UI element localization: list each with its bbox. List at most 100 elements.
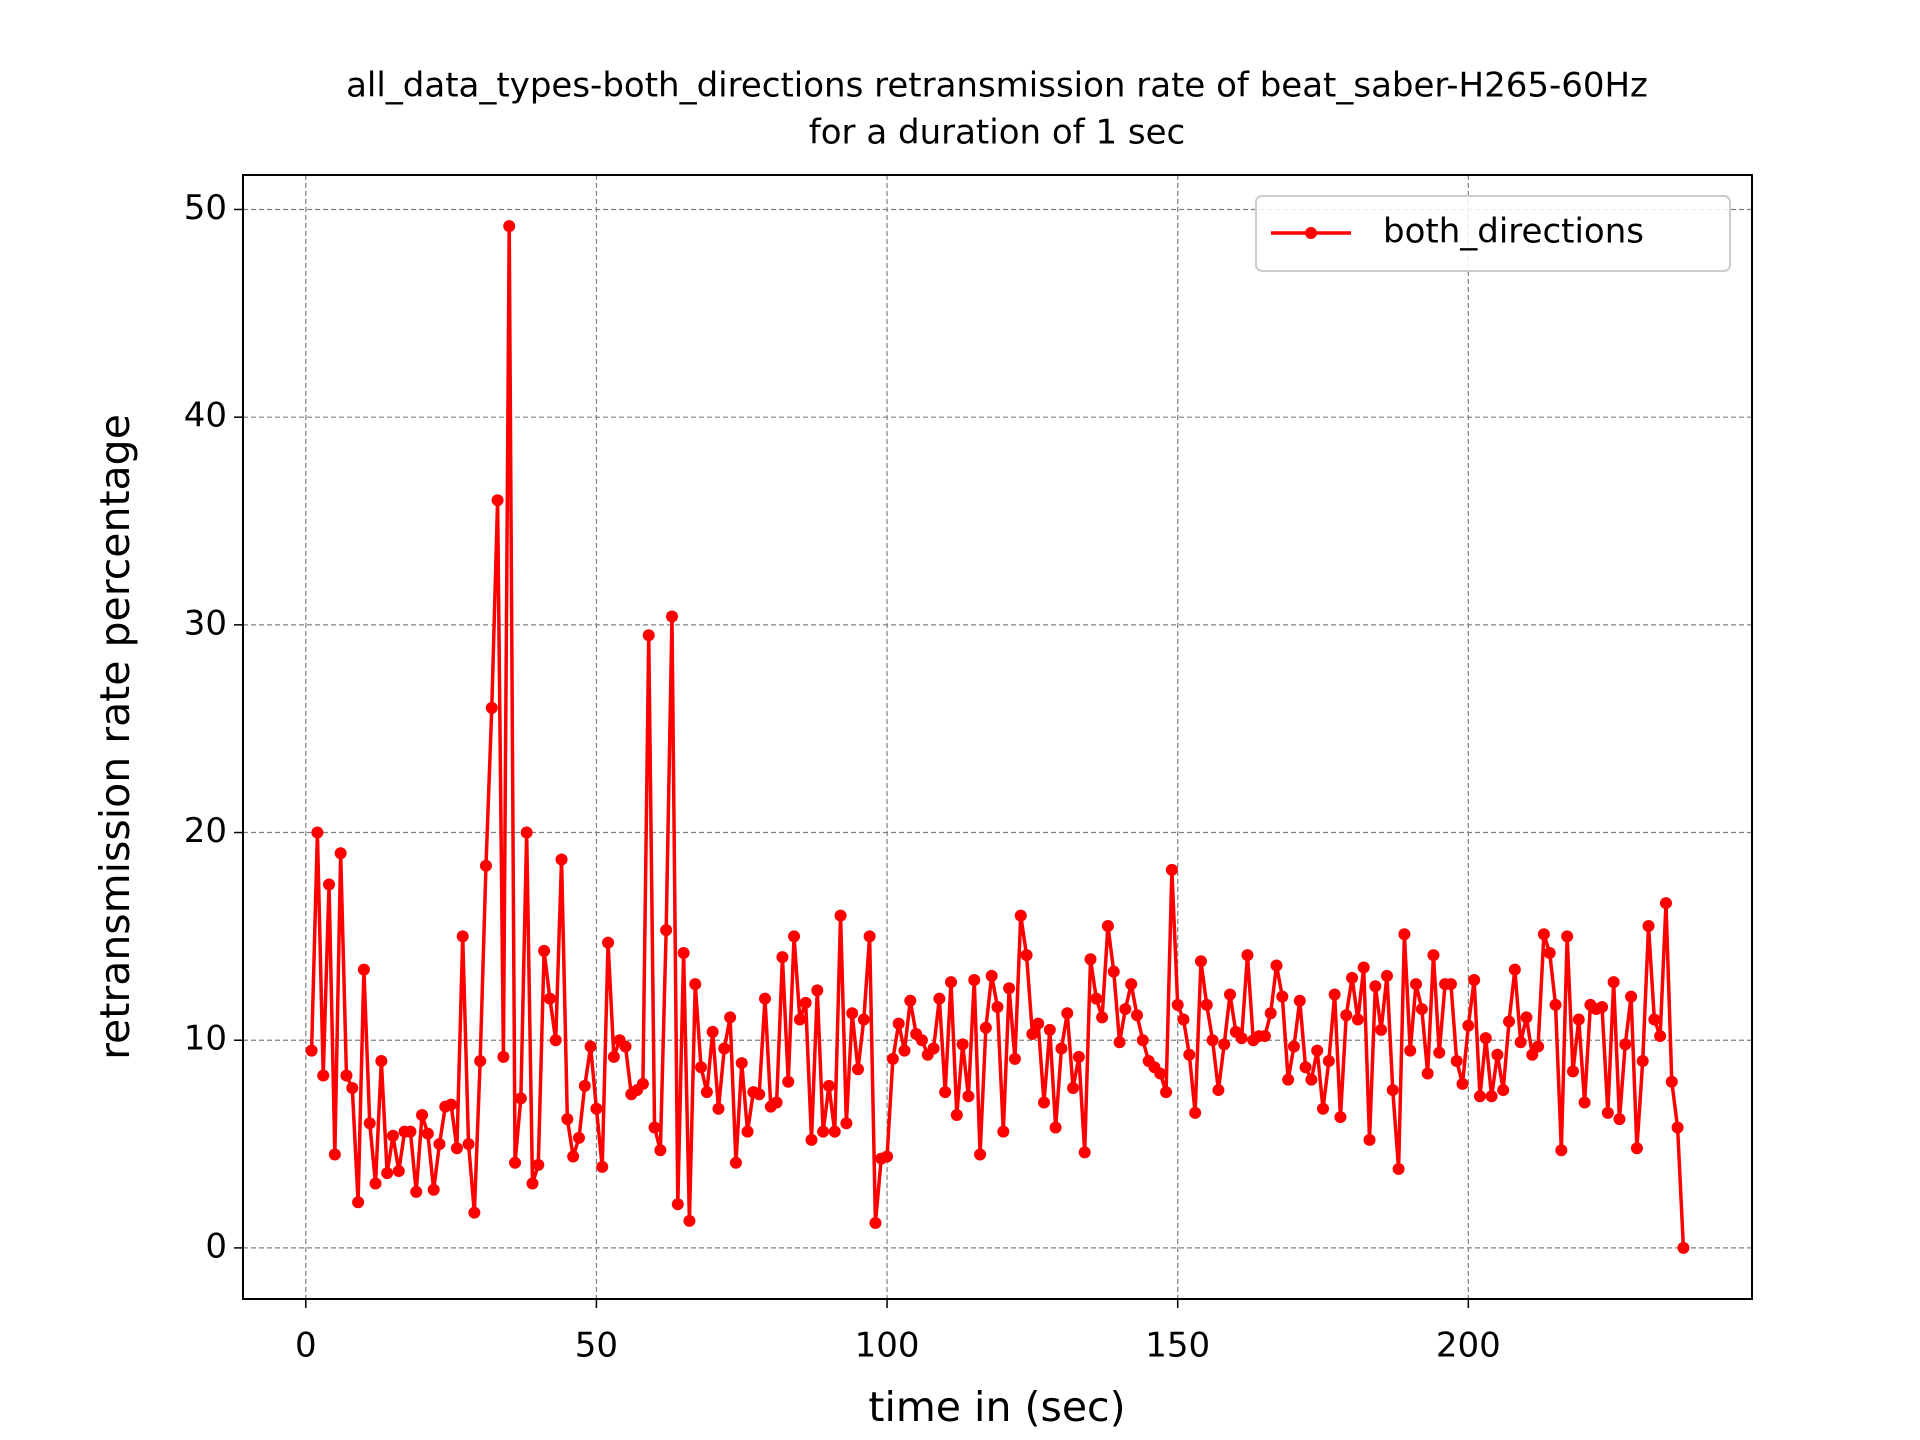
y-axis-label: retransmission rate percentage [91, 414, 139, 1060]
data-point [840, 1117, 853, 1130]
data-point [886, 1052, 899, 1065]
data-point [1160, 1086, 1173, 1099]
data-point [1328, 988, 1341, 1001]
data-point [1607, 976, 1620, 989]
data-point [851, 1063, 864, 1076]
data-point [968, 973, 981, 986]
data-point [1508, 963, 1521, 976]
data-point [1096, 1011, 1109, 1024]
data-point [416, 1108, 429, 1121]
data-point [1456, 1077, 1469, 1090]
data-point [532, 1158, 545, 1171]
data-point [1084, 953, 1097, 966]
data-point [1072, 1050, 1085, 1063]
data-point [1282, 1073, 1295, 1086]
data-point [718, 1042, 731, 1055]
data-point [1433, 1046, 1446, 1059]
data-point [1165, 863, 1178, 876]
data-point [1473, 1090, 1486, 1103]
data-point [1183, 1048, 1196, 1061]
y-tick-label: 20 [184, 811, 227, 851]
data-point [950, 1108, 963, 1121]
data-point [962, 1090, 975, 1103]
data-point [1601, 1106, 1614, 1119]
data-point [735, 1057, 748, 1070]
data-point [1241, 949, 1254, 962]
data-point [1351, 1013, 1364, 1026]
data-point [1543, 946, 1556, 959]
data-point [828, 1125, 841, 1138]
data-point [392, 1165, 405, 1178]
data-point [421, 1127, 434, 1140]
data-point [904, 994, 917, 1007]
data-point [1206, 1034, 1219, 1047]
data-point [724, 1011, 737, 1024]
data-point [677, 946, 690, 959]
data-point [1363, 1133, 1376, 1146]
data-point [375, 1054, 388, 1067]
data-point [869, 1216, 882, 1229]
data-point [561, 1113, 574, 1126]
y-tick-label: 10 [184, 1019, 227, 1059]
data-point [1293, 994, 1306, 1007]
data-point [1613, 1113, 1626, 1126]
data-point [683, 1214, 696, 1227]
data-point [410, 1185, 423, 1198]
data-point [584, 1040, 597, 1053]
data-point [1078, 1146, 1091, 1159]
data-point [1003, 982, 1016, 995]
data-point [863, 930, 876, 943]
data-point [811, 984, 824, 997]
data-point [497, 1050, 510, 1063]
data-point [1526, 1048, 1539, 1061]
data-point [1270, 959, 1283, 972]
data-point [352, 1196, 365, 1209]
data-point [642, 629, 655, 642]
data-point [357, 963, 370, 976]
data-point [793, 1013, 806, 1026]
data-point [660, 924, 673, 937]
data-point [1462, 1019, 1475, 1032]
data-point [549, 1034, 562, 1047]
data-point [1113, 1036, 1126, 1049]
data-point [817, 1125, 830, 1138]
data-point [1101, 919, 1114, 932]
data-point [1032, 1017, 1045, 1030]
data-point [474, 1054, 487, 1067]
data-point [1305, 1073, 1318, 1086]
data-point [1514, 1036, 1527, 1049]
x-tick-label: 100 [855, 1326, 920, 1366]
data-point [1404, 1044, 1417, 1057]
data-point [997, 1125, 1010, 1138]
data-point [1479, 1032, 1492, 1045]
data-point [1386, 1084, 1399, 1097]
data-point [892, 1017, 905, 1030]
data-point [381, 1167, 394, 1180]
data-point [974, 1148, 987, 1161]
data-point [1189, 1106, 1202, 1119]
axes-frame [242, 174, 1753, 1300]
data-point [1357, 961, 1370, 974]
data-point [689, 978, 702, 991]
data-point [1392, 1162, 1405, 1175]
data-point [555, 853, 568, 866]
data-point [468, 1206, 481, 1219]
data-point [1625, 990, 1638, 1003]
data-point [1665, 1075, 1678, 1088]
x-tick-label: 0 [295, 1326, 317, 1366]
data-point [1235, 1032, 1248, 1045]
data-point [619, 1040, 632, 1053]
data-point [503, 220, 516, 233]
data-point [1427, 949, 1440, 962]
data-point [729, 1156, 742, 1169]
data-point [1654, 1030, 1667, 1043]
data-point [1677, 1241, 1690, 1254]
data-point [1026, 1027, 1039, 1040]
data-point [1043, 1023, 1056, 1036]
y-tick-label: 30 [184, 603, 227, 643]
data-point [776, 951, 789, 964]
data-point [741, 1125, 754, 1138]
data-point [1410, 978, 1423, 991]
data-point [1311, 1044, 1324, 1057]
y-tick-label: 40 [184, 396, 227, 436]
